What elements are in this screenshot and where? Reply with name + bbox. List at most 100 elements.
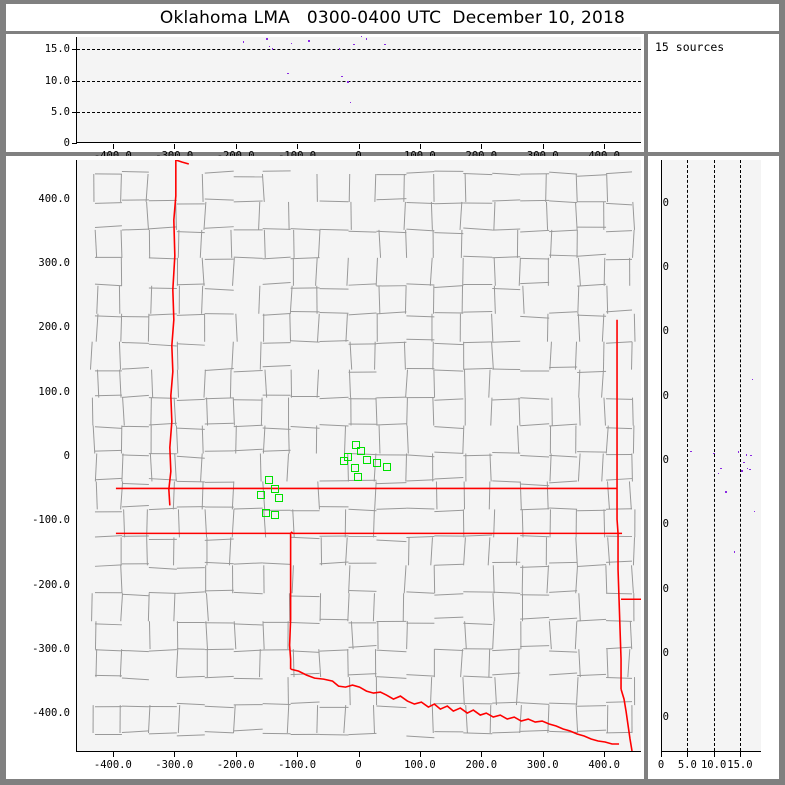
- altitude-source-dot[interactable]: [713, 452, 715, 455]
- altitude-source-dot[interactable]: [737, 451, 740, 454]
- altitude-source-dot[interactable]: [717, 472, 720, 475]
- altitude-source-dot[interactable]: [360, 35, 363, 38]
- map-y-tick[interactable]: [76, 520, 77, 521]
- xz-x-tick[interactable]: [297, 144, 299, 149]
- xz-x-tick[interactable]: [235, 144, 237, 149]
- xz-y-tick-label[interactable]: 15.0: [44, 43, 70, 56]
- xz-y-tick[interactable]: [72, 143, 77, 144]
- map-x-tick-label[interactable]: 200.0: [465, 759, 498, 771]
- lma-source-marker[interactable]: [275, 494, 284, 503]
- map-y-tick-label[interactable]: -100.0: [32, 514, 70, 527]
- map-y-tick[interactable]: [76, 327, 77, 328]
- map-x-tick[interactable]: [604, 752, 606, 757]
- zy-y-tick-label[interactable]: 0: [662, 454, 669, 466]
- xz-gridline[interactable]: [77, 49, 641, 51]
- zy-gridline[interactable]: [713, 160, 715, 751]
- altitude-source-dot[interactable]: [266, 38, 268, 40]
- altitude-source-dot[interactable]: [349, 101, 352, 104]
- zy-gridline[interactable]: [687, 160, 689, 751]
- map-y-tick-label[interactable]: 200.0: [38, 321, 70, 334]
- altitude-source-dot[interactable]: [751, 378, 754, 381]
- map-y-tick[interactable]: [76, 649, 77, 650]
- xz-y-tick-label[interactable]: 5.0: [51, 105, 70, 118]
- map-x-tick-label[interactable]: 300.0: [526, 759, 559, 771]
- zy-y-tick-label[interactable]: -400.0: [661, 711, 669, 724]
- map-x-tick[interactable]: [297, 752, 299, 757]
- map-x-tick-label[interactable]: -200.0: [216, 759, 255, 771]
- map-y-tick-label[interactable]: -200.0: [32, 578, 70, 591]
- map-y-tick-label[interactable]: 300.0: [38, 256, 70, 269]
- map-x-tick-label[interactable]: -300.0: [155, 759, 194, 771]
- lma-source-marker[interactable]: [350, 463, 359, 472]
- xz-x-tick[interactable]: [542, 144, 544, 149]
- altitude-source-dot[interactable]: [271, 48, 274, 50]
- altitude-source-dot[interactable]: [743, 461, 745, 464]
- map-x-tick-label[interactable]: -400.0: [93, 759, 132, 771]
- xz-y-tick[interactable]: [72, 111, 77, 113]
- map-y-tick-label[interactable]: 400.0: [38, 192, 70, 205]
- map-x-tick-label[interactable]: -100.0: [278, 759, 317, 771]
- altitude-source-dot[interactable]: [745, 454, 748, 456]
- lma-source-marker[interactable]: [270, 511, 279, 520]
- altitude-source-dot[interactable]: [341, 75, 343, 78]
- map-y-tick[interactable]: [76, 456, 77, 457]
- xz-gridline[interactable]: [77, 111, 641, 113]
- altitude-source-dot[interactable]: [750, 454, 753, 457]
- lma-source-marker[interactable]: [382, 462, 391, 471]
- altitude-source-dot[interactable]: [733, 551, 736, 553]
- zy-y-tick-label[interactable]: 200.0: [661, 325, 669, 338]
- map-y-tick[interactable]: [76, 199, 77, 200]
- xz-x-tick[interactable]: [419, 144, 421, 149]
- map-y-tick-label[interactable]: 0: [63, 450, 70, 462]
- zy-x-tick[interactable]: [661, 752, 662, 757]
- zy-x-tick[interactable]: [713, 752, 715, 757]
- map-x-tick[interactable]: [481, 752, 483, 757]
- map-x-tick-label[interactable]: 100.0: [404, 759, 436, 771]
- altitude-source-dot[interactable]: [365, 38, 368, 40]
- altitude-source-dot[interactable]: [338, 48, 341, 50]
- zy-x-tick-label[interactable]: 15.0: [727, 759, 753, 771]
- zy-x-tick[interactable]: [687, 752, 689, 757]
- map-plot-area[interactable]: [76, 160, 641, 752]
- zy-y-tick-label[interactable]: -100.0: [661, 518, 669, 531]
- lma-source-marker[interactable]: [356, 446, 365, 455]
- map-x-tick[interactable]: [112, 752, 114, 757]
- map-x-tick-label[interactable]: 0: [355, 759, 362, 771]
- zy-y-tick-label[interactable]: 400.0: [661, 196, 669, 209]
- zy-x-tick-label[interactable]: 10.0: [700, 759, 727, 771]
- zy-gridline[interactable]: [739, 160, 741, 751]
- zy-x-tick[interactable]: [739, 752, 741, 757]
- map-y-tick-label[interactable]: 100.0: [38, 385, 70, 398]
- xz-y-tick[interactable]: [72, 49, 77, 51]
- map-x-tick[interactable]: [235, 752, 237, 757]
- altitude-source-dot[interactable]: [741, 470, 743, 472]
- zy-y-tick-label[interactable]: 100.0: [661, 389, 669, 402]
- altitude-source-dot[interactable]: [268, 45, 271, 48]
- zy-y-tick-label[interactable]: 300.0: [661, 260, 669, 273]
- map-y-tick[interactable]: [76, 713, 77, 714]
- xz-y-tick[interactable]: [72, 80, 77, 82]
- altitude-source-dot[interactable]: [690, 450, 693, 453]
- lma-source-marker[interactable]: [362, 455, 371, 464]
- xz-gridline[interactable]: [77, 80, 641, 82]
- map-x-tick[interactable]: [358, 752, 360, 757]
- xz-x-tick[interactable]: [481, 144, 483, 149]
- map-x-tick-label[interactable]: 400.0: [588, 759, 620, 771]
- map-y-tick[interactable]: [76, 392, 77, 393]
- altitude-source-dot[interactable]: [347, 81, 349, 83]
- xz-x-tick[interactable]: [174, 144, 176, 149]
- lma-source-marker[interactable]: [351, 441, 360, 450]
- altitude-source-dot[interactable]: [753, 510, 756, 513]
- map-y-tick[interactable]: [76, 263, 77, 264]
- altitude-source-dot[interactable]: [353, 43, 355, 46]
- map-x-tick[interactable]: [419, 752, 421, 757]
- altitude-source-dot[interactable]: [720, 467, 723, 470]
- altitude-source-dot[interactable]: [746, 467, 749, 470]
- lma-source-marker[interactable]: [354, 472, 363, 481]
- lma-source-marker[interactable]: [372, 459, 381, 468]
- xz-x-tick[interactable]: [112, 144, 114, 149]
- zy-y-tick-label[interactable]: -300.0: [661, 647, 669, 660]
- xz-x-tick[interactable]: [604, 144, 606, 149]
- xz-y-tick-label[interactable]: 0: [63, 137, 70, 149]
- lma-source-marker[interactable]: [257, 490, 266, 499]
